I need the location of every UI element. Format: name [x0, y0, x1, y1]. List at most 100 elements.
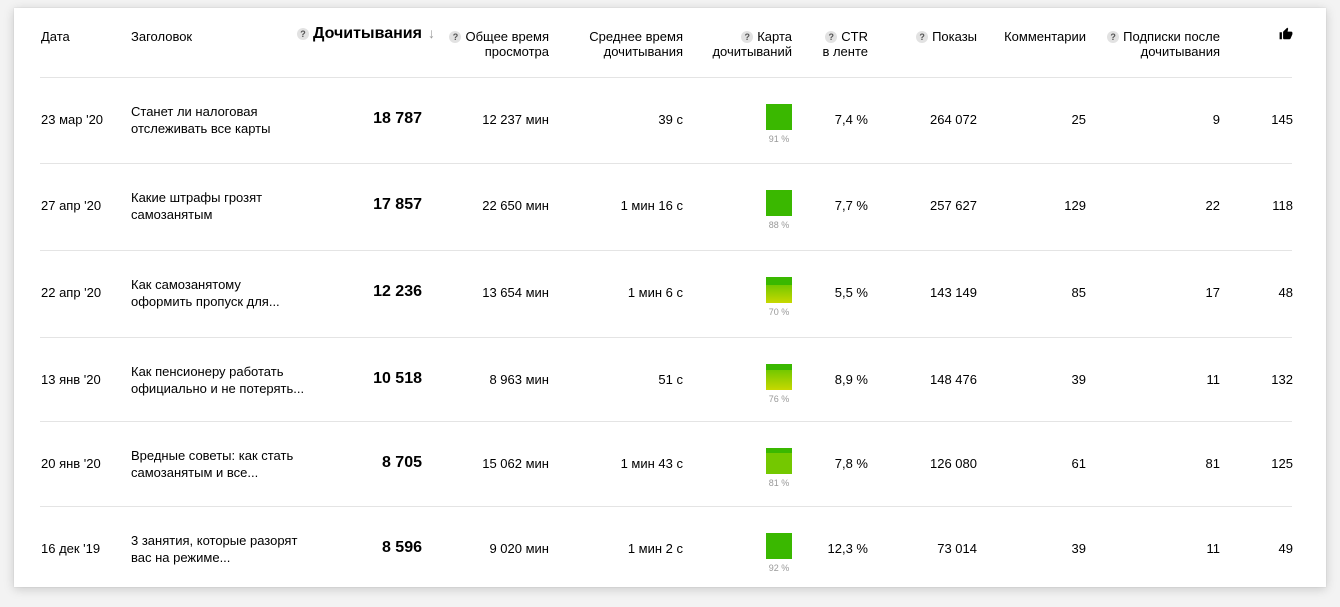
cell-avg-time: 39 с	[658, 112, 683, 127]
cell-date: 20 янв '20	[41, 456, 101, 471]
column-avg-time[interactable]: Среднее время дочитывания	[589, 29, 683, 59]
cell-ctr: 7,7 %	[834, 198, 868, 213]
cell-title[interactable]: Станет ли налоговая отслеживать все карты	[131, 103, 321, 137]
column-label: CTR	[841, 29, 868, 44]
cell-likes: 48	[1278, 285, 1293, 300]
read-map-bar[interactable]	[766, 448, 792, 474]
cell-comments: 39	[1071, 372, 1086, 387]
read-map-percent: 88 %	[768, 220, 790, 230]
read-map-percent: 81 %	[768, 478, 790, 488]
title-line: Какие штрафы грозят	[131, 190, 263, 205]
cell-shows: 257 627	[930, 198, 977, 213]
table-row[interactable]: 22 апр '20 Как самозанятому оформить пропу…	[14, 250, 1326, 335]
cell-shows: 148 476	[930, 372, 977, 387]
title-line: официально и не потерять...	[131, 381, 305, 396]
title-line: Как самозанятому	[131, 277, 241, 292]
read-map-fill	[766, 452, 792, 474]
cell-avg-time: 51 с	[658, 372, 683, 387]
table-row[interactable]: 16 дек '19 3 занятия, которые разорят вас …	[14, 506, 1326, 587]
cell-date: 16 дек '19	[41, 541, 101, 556]
cell-ctr: 8,9 %	[834, 372, 868, 387]
cell-title[interactable]: Как самозанятому оформить пропуск для...	[131, 276, 321, 310]
help-icon[interactable]: ?	[297, 28, 309, 40]
cell-date: 22 апр '20	[41, 285, 102, 300]
table-row[interactable]: 27 апр '20 Какие штрафы грозят самозанятым…	[14, 163, 1326, 248]
column-comments[interactable]: Комментарии	[1004, 29, 1086, 44]
row-divider	[40, 506, 1292, 507]
title-line: оформить пропуск для...	[131, 294, 280, 309]
column-date[interactable]: Дата	[41, 29, 70, 44]
cell-ctr: 7,4 %	[834, 112, 868, 127]
column-shows[interactable]: ? Показы	[916, 29, 977, 44]
help-icon[interactable]: ?	[825, 31, 838, 43]
help-icon[interactable]: ?	[449, 31, 462, 43]
read-map-bar[interactable]	[766, 364, 792, 390]
cell-subs: 17	[1205, 285, 1220, 300]
title-line: Как пенсионеру работать	[131, 364, 284, 379]
column-map[interactable]: ? Карта дочитываний	[712, 29, 792, 59]
cell-total-time: 8 963 мин	[489, 372, 549, 387]
cell-reads: 12 236	[373, 283, 422, 300]
title-line: Станет ли налоговая	[131, 104, 258, 119]
column-label: Среднее время	[589, 29, 683, 44]
read-map-percent: 91 %	[768, 134, 790, 144]
help-icon[interactable]: ?	[741, 31, 754, 43]
column-ctr[interactable]: ? CTR в ленте	[822, 29, 868, 59]
column-reads[interactable]: ? Дочитывания ↓	[297, 26, 435, 42]
column-title[interactable]: Заголовок	[131, 29, 193, 44]
title-line: вас на режиме...	[131, 550, 231, 565]
cell-likes: 49	[1278, 541, 1293, 556]
title-line: самозанятым и все...	[131, 465, 259, 480]
column-label: просмотра	[484, 44, 549, 59]
cell-reads: 8 705	[381, 454, 422, 471]
title-line: самозанятым	[131, 207, 213, 222]
column-subs[interactable]: ? Подписки после дочитывания	[1107, 29, 1220, 59]
read-map-fill	[766, 193, 792, 216]
cell-title[interactable]: Как пенсионеру работать официально и не п…	[131, 363, 321, 397]
cell-shows: 73 014	[937, 541, 977, 556]
cell-comments: 39	[1071, 541, 1086, 556]
cell-likes: 118	[1272, 198, 1293, 213]
cell-shows: 126 080	[930, 456, 977, 471]
column-label: в ленте	[822, 44, 868, 59]
column-label: Подписки после	[1123, 29, 1220, 44]
column-label: Общее время	[465, 29, 549, 44]
column-label: Карта	[757, 29, 792, 44]
cell-avg-time: 1 мин 43 с	[620, 456, 683, 471]
read-map-bar[interactable]	[766, 277, 792, 303]
cell-avg-time: 1 мин 16 с	[620, 198, 683, 213]
read-map-bar[interactable]	[766, 533, 792, 559]
column-label: Показы	[932, 29, 977, 44]
column-label: дочитываний	[712, 44, 792, 59]
title-line: отслеживать все карты	[131, 121, 271, 136]
table-row[interactable]: 20 янв '20 Вредные советы: как стать самоз…	[14, 421, 1326, 506]
table-row[interactable]: 13 янв '20 Как пенсионеру работать официал…	[14, 337, 1326, 422]
cell-reads: 17 857	[373, 196, 422, 213]
cell-ctr: 7,8 %	[834, 456, 868, 471]
read-map-percent: 92 %	[768, 563, 790, 573]
read-map-bar[interactable]	[766, 104, 792, 130]
cell-title[interactable]: 3 занятия, которые разорят вас на режиме.…	[131, 532, 321, 566]
column-likes[interactable]	[1279, 27, 1293, 44]
cell-comments: 129	[1064, 198, 1086, 213]
cell-subs: 9	[1212, 112, 1220, 127]
read-map-bar[interactable]	[766, 190, 792, 216]
stats-table: Дата Заголовок ? Дочитывания ↓ ? Общее врем…	[14, 8, 1326, 587]
cell-comments: 85	[1071, 285, 1086, 300]
row-divider	[40, 337, 1292, 338]
cell-date: 13 янв '20	[41, 372, 101, 387]
column-total-time[interactable]: ? Общее время просмотра	[449, 29, 549, 59]
read-map-percent: 76 %	[768, 394, 790, 404]
cell-shows: 143 149	[930, 285, 977, 300]
table-row[interactable]: 23 мар '20 Станет ли налоговая отслеживать…	[14, 77, 1326, 162]
table-header: Дата Заголовок ? Дочитывания ↓ ? Общее врем…	[14, 8, 1326, 78]
cell-title[interactable]: Вредные советы: как стать самозанятым и в…	[131, 447, 321, 481]
cell-subs: 11	[1206, 541, 1221, 556]
cell-comments: 61	[1071, 456, 1086, 471]
cell-title[interactable]: Какие штрафы грозят самозанятым	[131, 189, 321, 223]
help-icon[interactable]: ?	[1107, 31, 1120, 43]
row-divider	[40, 421, 1292, 422]
help-icon[interactable]: ?	[916, 31, 929, 43]
cell-reads: 18 787	[373, 110, 422, 127]
row-divider	[40, 163, 1292, 164]
